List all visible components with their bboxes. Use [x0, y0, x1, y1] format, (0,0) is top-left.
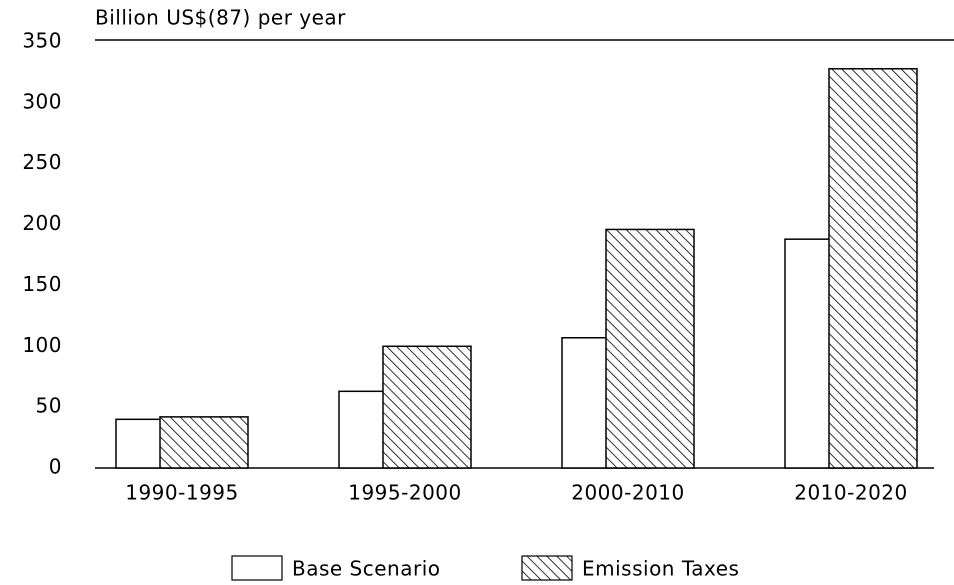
bar: [382, 345, 472, 469]
y-tick-label: 200: [22, 211, 62, 235]
bar: [605, 228, 695, 469]
x-tick-label: 1995-2000: [348, 481, 462, 505]
legend-swatch: [231, 555, 283, 581]
y-tick-label: 0: [49, 455, 62, 479]
legend-label: Emission Taxes: [582, 557, 739, 581]
y-tick-label: 350: [22, 29, 62, 53]
legend-swatch: [521, 555, 573, 581]
x-tick-label: 2010-2020: [794, 481, 908, 505]
legend-label: Base Scenario: [292, 557, 441, 581]
y-tick-label: 300: [22, 89, 62, 113]
y-axis-label: Billion US$(87) per year: [95, 6, 346, 30]
y-tick-label: 150: [22, 272, 62, 296]
y-tick-label: 250: [22, 150, 62, 174]
x-tick-label: 2000-2010: [571, 481, 685, 505]
x-tick-label: 1990-1995: [125, 481, 239, 505]
bar: [828, 68, 918, 469]
y-tick-label: 100: [22, 333, 62, 357]
y-tick-label: 50: [36, 394, 62, 418]
bar: [159, 416, 249, 469]
